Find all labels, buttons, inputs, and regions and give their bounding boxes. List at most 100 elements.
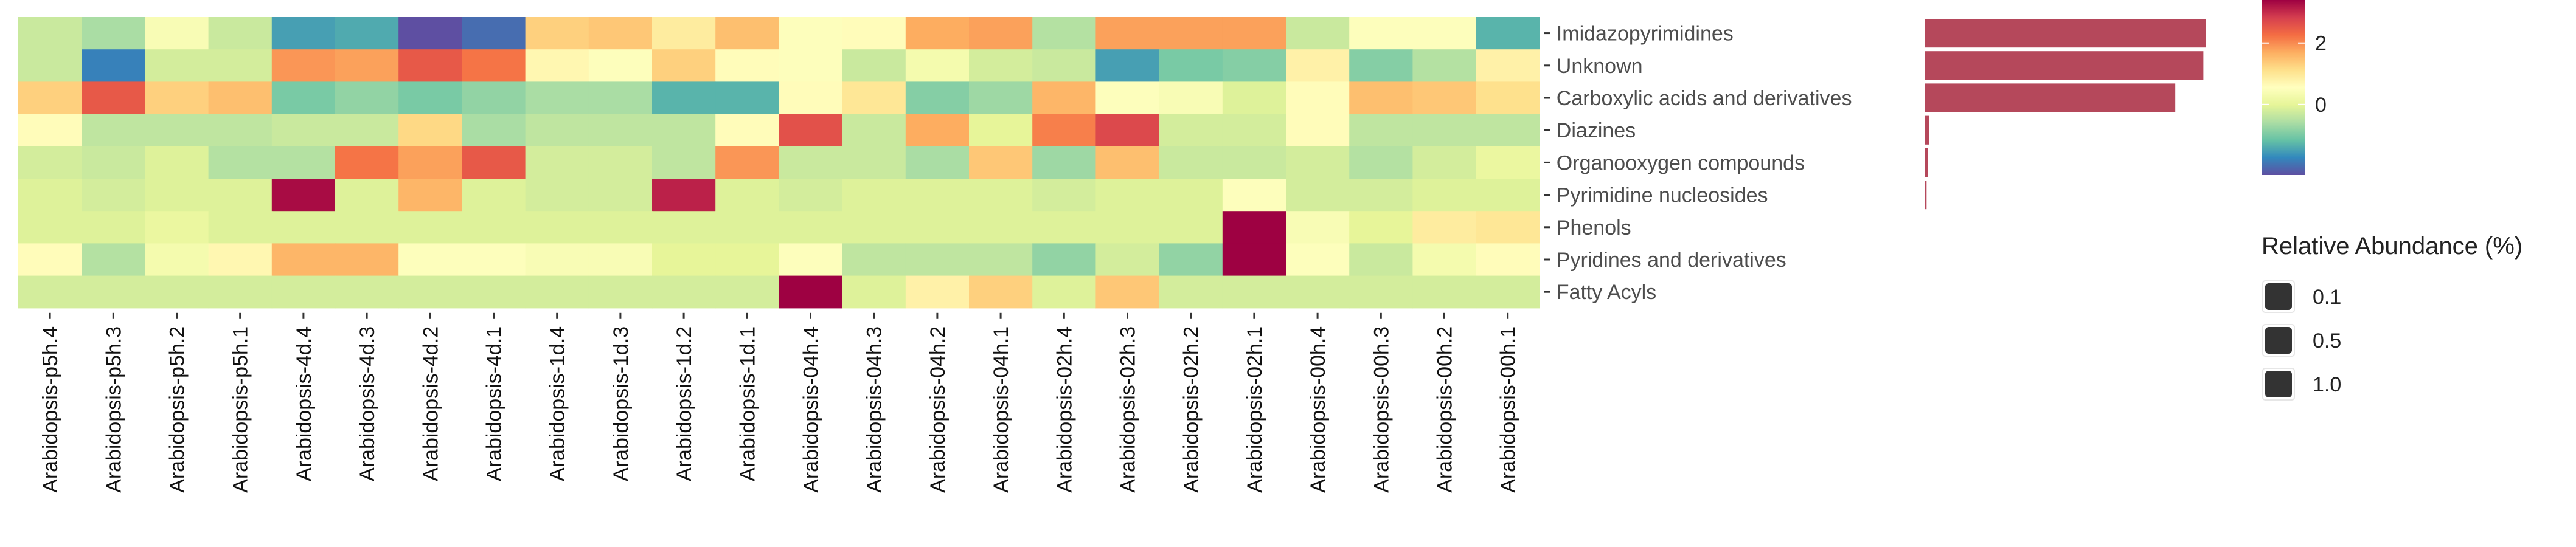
- heatmap-cell: [398, 114, 462, 147]
- abundance-bar: [1925, 51, 2204, 80]
- column-labels: Arabidopsis-p5h.4 Arabidopsis-p5h.3 Arabid…: [39, 312, 1520, 493]
- heatmap-cell: [398, 49, 462, 82]
- heatmap-cell: [208, 179, 273, 212]
- heatmap-cell: [271, 179, 336, 212]
- column-label: Arabidopsis-00h.1: [1497, 326, 1520, 493]
- heatmap-cell: [1095, 179, 1160, 212]
- heatmap-cell: [82, 146, 145, 179]
- heatmap-cell: [1286, 49, 1350, 82]
- heatmap-cell: [652, 17, 716, 50]
- heatmap-cell: [525, 81, 589, 115]
- heatmap-cell: [1159, 243, 1223, 277]
- heatmap-cell: [1159, 179, 1223, 212]
- size-key-label: 0.1: [2313, 286, 2341, 309]
- row-label: Carboxylic acids and derivatives: [1557, 87, 1852, 110]
- heatmap-cell: [905, 114, 970, 147]
- heatmap-cell: [842, 179, 906, 212]
- heatmap-cell: [652, 275, 716, 309]
- heatmap-cell: [462, 17, 526, 50]
- heatmap-cell: [779, 81, 843, 115]
- heatmap-cell: [588, 275, 653, 309]
- heatmap-cell: [82, 49, 145, 82]
- abundance-bars: [1925, 19, 2206, 210]
- heatmap-cell: [208, 275, 273, 309]
- heatmap-cell: [1349, 146, 1413, 179]
- heatmap-cell: [1032, 81, 1096, 115]
- heatmap-cell: [335, 146, 399, 179]
- heatmap-cell: [842, 275, 906, 309]
- heatmap-cell: [1286, 211, 1350, 244]
- heatmap-cell: [1476, 243, 1540, 277]
- size-key-label: 0.5: [2313, 329, 2341, 353]
- heatmap-cell: [1222, 146, 1286, 179]
- heatmap-cell: [652, 114, 716, 147]
- row-label: Pyrimidine nucleosides: [1557, 184, 1768, 207]
- heatmap-cell: [1095, 114, 1160, 147]
- heatmap-cell: [842, 243, 906, 277]
- row-label: Diazines: [1557, 119, 1636, 142]
- heatmap-cell: [652, 211, 716, 244]
- heatmap-cell: [715, 211, 779, 244]
- column-label: Arabidopsis-04h.4: [800, 326, 823, 493]
- heatmap-cell: [842, 17, 906, 50]
- heatmap-cell: [842, 114, 906, 147]
- colorbar: [2262, 0, 2305, 175]
- heatmap-cell: [82, 179, 145, 212]
- column-label: Arabidopsis-00h.2: [1434, 326, 1457, 493]
- heatmap-cell: [271, 243, 336, 277]
- heatmap-cell: [1095, 17, 1160, 50]
- heatmap-cell: [18, 146, 82, 179]
- heatmap-cell: [462, 179, 526, 212]
- heatmap-cell: [462, 114, 526, 147]
- column-label: Arabidopsis-p5h.3: [102, 326, 125, 493]
- heatmap-cell: [1286, 243, 1350, 277]
- column-label: Arabidopsis-04h.1: [990, 326, 1013, 493]
- heatmap-cell: [1032, 17, 1096, 50]
- heatmap-cell: [82, 243, 145, 277]
- heatmap-cell: [969, 179, 1033, 212]
- heatmap-cell: [335, 243, 399, 277]
- heatmap-cell: [588, 243, 653, 277]
- heatmap-cell: [1412, 211, 1477, 244]
- abundance-bar: [1925, 19, 2206, 48]
- heatmap-cell: [1222, 243, 1286, 277]
- heatmap-cell: [715, 81, 779, 115]
- heatmap-cell: [1032, 49, 1096, 82]
- heatmap-cell: [779, 49, 843, 82]
- heatmap-cell: [1032, 243, 1096, 277]
- row-label: Unknown: [1557, 55, 1643, 78]
- column-label: Arabidopsis-02h.1: [1243, 326, 1266, 493]
- heatmap-cell: [1286, 114, 1350, 147]
- size-key: [2265, 371, 2292, 397]
- heatmap-cell: [715, 179, 779, 212]
- heatmap-cell: [1349, 179, 1413, 212]
- heatmap-cell: [145, 114, 209, 147]
- heatmap-cell: [905, 275, 970, 309]
- heatmap-cell: [1159, 81, 1223, 115]
- heatmap-cell: [652, 81, 716, 115]
- heatmap-cell: [335, 211, 399, 244]
- heatmap-cell: [18, 49, 82, 82]
- heatmap-cell: [969, 146, 1033, 179]
- heatmap-cell: [208, 243, 273, 277]
- heatmap-cell: [779, 211, 843, 244]
- heatmap-cell: [271, 211, 336, 244]
- heatmap-cell: [208, 17, 273, 50]
- row-label: Imidazopyrimidines: [1557, 22, 1734, 46]
- row-label: Fatty Acyls: [1557, 281, 1656, 304]
- heatmap-cell: [905, 179, 970, 212]
- heatmap-cell: [905, 17, 970, 50]
- heatmap-cell: [1412, 17, 1477, 50]
- heatmap-cell: [1349, 49, 1413, 82]
- column-label: Arabidopsis-p5h.1: [229, 326, 252, 493]
- column-label: Arabidopsis-1d.4: [546, 326, 569, 481]
- column-label: Arabidopsis-00h.3: [1370, 326, 1393, 493]
- heatmap-cell: [1222, 17, 1286, 50]
- abundance-bar: [1925, 115, 1929, 145]
- heatmap-cell: [398, 275, 462, 309]
- heatmap-cell: [398, 81, 462, 115]
- heatmap-cell: [1476, 81, 1540, 115]
- heatmap-cell: [145, 17, 209, 50]
- heatmap-cell: [525, 211, 589, 244]
- heatmap-cell: [82, 17, 145, 50]
